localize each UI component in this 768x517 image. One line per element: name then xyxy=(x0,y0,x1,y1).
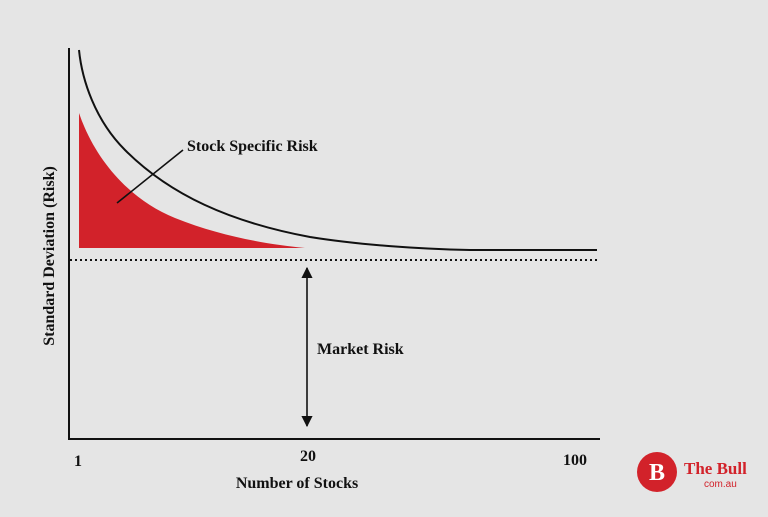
logo-domain: com.au xyxy=(704,479,737,490)
logo-badge-icon xyxy=(637,452,677,492)
stock-specific-risk-leader xyxy=(116,149,184,204)
logo-monogram: B xyxy=(649,460,665,486)
x-tick-label: 20 xyxy=(300,448,316,465)
x-tick-label: 1 xyxy=(74,453,82,470)
y-axis-title: Standard Deviation (Risk) xyxy=(41,166,58,346)
stock-specific-risk-label: Stock Specific Risk xyxy=(187,138,318,155)
market-risk-label: Market Risk xyxy=(317,341,404,358)
x-axis-title: Number of Stocks xyxy=(236,475,358,492)
the-bull-logo: B The Bull com.au xyxy=(637,452,747,492)
total-risk-curve xyxy=(78,49,597,251)
stock-specific-risk-area xyxy=(79,113,305,248)
logo-name: The Bull xyxy=(684,459,747,478)
x-tick-label: 100 xyxy=(563,452,587,469)
